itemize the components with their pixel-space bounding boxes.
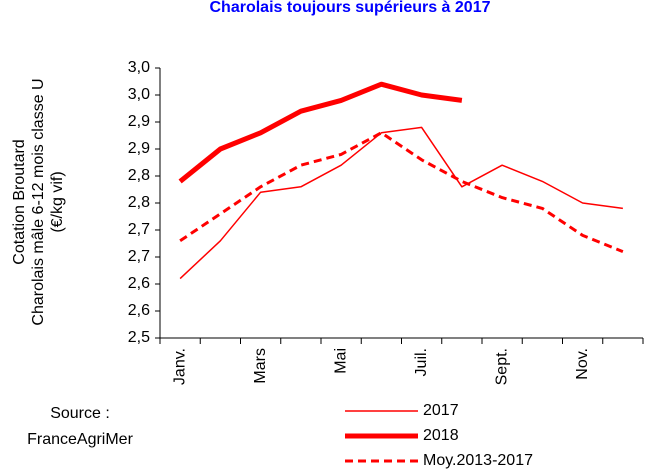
y-label-line: (€/kg vif) bbox=[49, 171, 66, 232]
x-tick-label: Janv. bbox=[171, 348, 188, 385]
y-tick-label: 2,9 bbox=[128, 140, 150, 157]
series-line bbox=[179, 131, 624, 253]
y-axis-title: Cotation Broutard Charolais mâle 6-12 mo… bbox=[11, 78, 66, 325]
x-tick-label: Mars bbox=[252, 348, 269, 384]
y-tick-label: 2,8 bbox=[128, 194, 150, 211]
y-label-line: Charolais mâle 6-12 mois classe U bbox=[30, 78, 47, 325]
series-line bbox=[178, 81, 463, 184]
y-tick-label: 2,7 bbox=[128, 221, 150, 238]
chart-title: Charolais toujours supérieurs à 2017 bbox=[210, 0, 491, 16]
legend-label: 2017 bbox=[423, 402, 459, 419]
source: Source : bbox=[50, 405, 110, 422]
source: FranceAgriMer bbox=[27, 431, 133, 448]
y-tick-label: 2,9 bbox=[128, 113, 150, 130]
y-tick-label: 2,6 bbox=[128, 275, 150, 292]
y-label-line: Cotation Broutard bbox=[11, 139, 28, 264]
legend-label: Moy.2013-2017 bbox=[423, 452, 533, 469]
x-tick-label: Juil. bbox=[413, 348, 430, 376]
x-tick-label: Sept. bbox=[493, 348, 510, 385]
y-tick-label: 3,0 bbox=[128, 86, 150, 103]
y-tick-label: 3,0 bbox=[128, 59, 150, 76]
series-line bbox=[179, 126, 623, 280]
y-tick-label: 2,6 bbox=[128, 302, 150, 319]
x-tick-label: Mai bbox=[332, 348, 349, 374]
legend-label: 2018 bbox=[423, 427, 459, 444]
x-tick-label: Nov. bbox=[574, 348, 591, 380]
y-tick-label: 2,8 bbox=[128, 167, 150, 184]
y-tick-label: 2,5 bbox=[128, 329, 150, 346]
y-tick-label: 2,7 bbox=[128, 248, 150, 265]
